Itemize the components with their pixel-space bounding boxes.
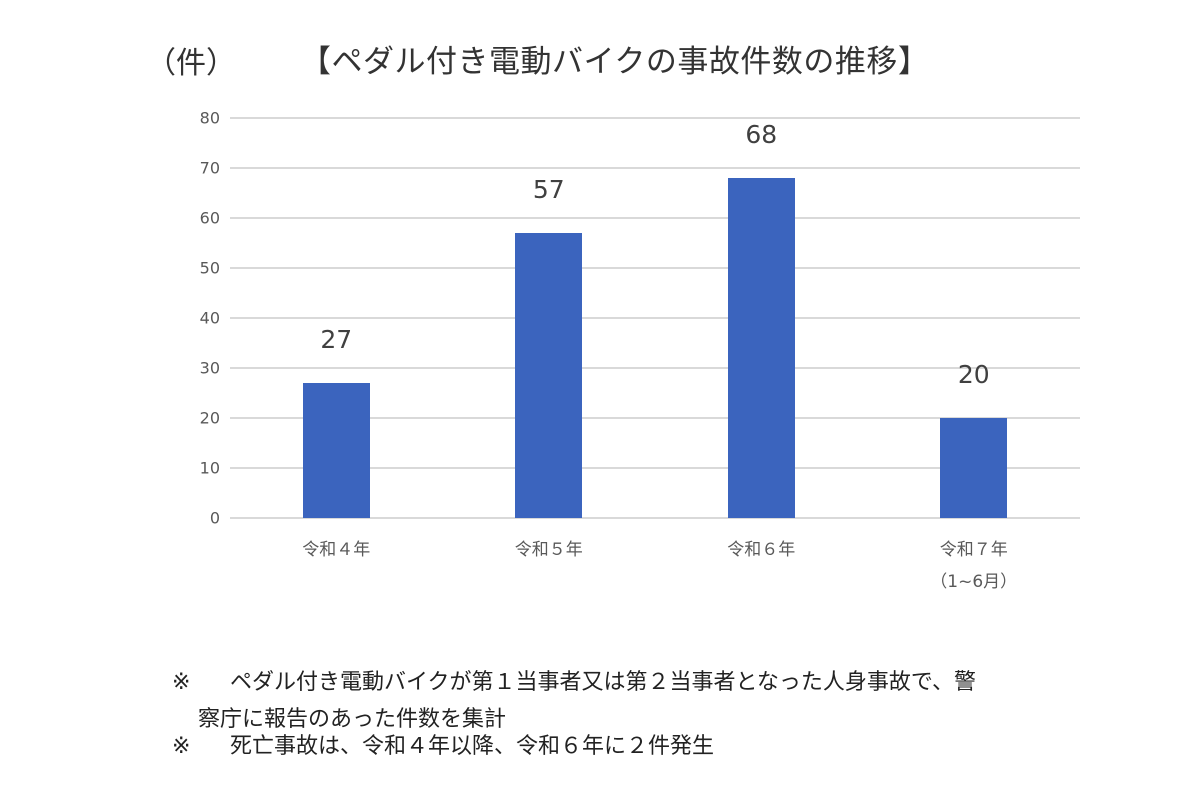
gridline: [230, 517, 1080, 519]
y-tick-label: 30: [199, 358, 220, 378]
y-tick-label: 0: [209, 508, 220, 528]
x-category-label: 令和４年: [302, 540, 371, 560]
plot-area: 27 57 68 20: [230, 117, 1080, 519]
bar: [727, 178, 795, 518]
bar: [940, 418, 1008, 518]
y-tick-label: 20: [199, 408, 220, 428]
footnote-1: ※ ペダル付き電動バイクが第１当事者又は第２当事者となった人身事故で、警: [172, 668, 976, 698]
bar: [515, 233, 583, 518]
gridline: [230, 317, 1080, 319]
footnote-1-text: ペダル付き電動バイクが第１当事者又は第２当事者となった人身事故で、警: [230, 670, 977, 695]
y-tick-label: 70: [199, 158, 220, 178]
gridline: [230, 167, 1080, 169]
note-mark: ※: [172, 670, 191, 695]
footnote-2-text: 死亡事故は、令和４年以降、令和６年に２件発生: [230, 734, 715, 759]
x-category-label: 令和７年 （1~6月）: [930, 540, 1018, 592]
y-tick-label: 40: [199, 308, 220, 328]
y-tick-label: 50: [199, 258, 220, 278]
y-tick-label: 80: [199, 108, 220, 128]
bar-value-label: 20: [957, 360, 990, 389]
gridline: [230, 217, 1080, 219]
footnote-2: ※ 死亡事故は、令和４年以降、令和６年に２件発生: [172, 732, 714, 762]
bar: [302, 383, 370, 518]
y-tick-label: 10: [199, 458, 220, 478]
gridline: [230, 367, 1080, 369]
unit-label: （件）: [146, 46, 236, 81]
x-category-label: 令和６年: [727, 540, 796, 560]
gridline: [230, 467, 1080, 469]
chart-title: 【ペダル付き電動バイクの事故件数の推移】: [300, 44, 930, 80]
gridline: [230, 117, 1080, 119]
x-category-label: 令和５年: [514, 540, 583, 560]
footnote-1-continued: 察庁に報告のあった件数を集計: [198, 707, 507, 732]
bar-value-label: 57: [532, 175, 565, 204]
gridline: [230, 417, 1080, 419]
y-tick-label: 60: [199, 208, 220, 228]
note-mark: ※: [172, 734, 191, 759]
gridline: [230, 267, 1080, 269]
bar-value-label: 27: [320, 325, 353, 354]
bar-value-label: 68: [745, 120, 778, 149]
